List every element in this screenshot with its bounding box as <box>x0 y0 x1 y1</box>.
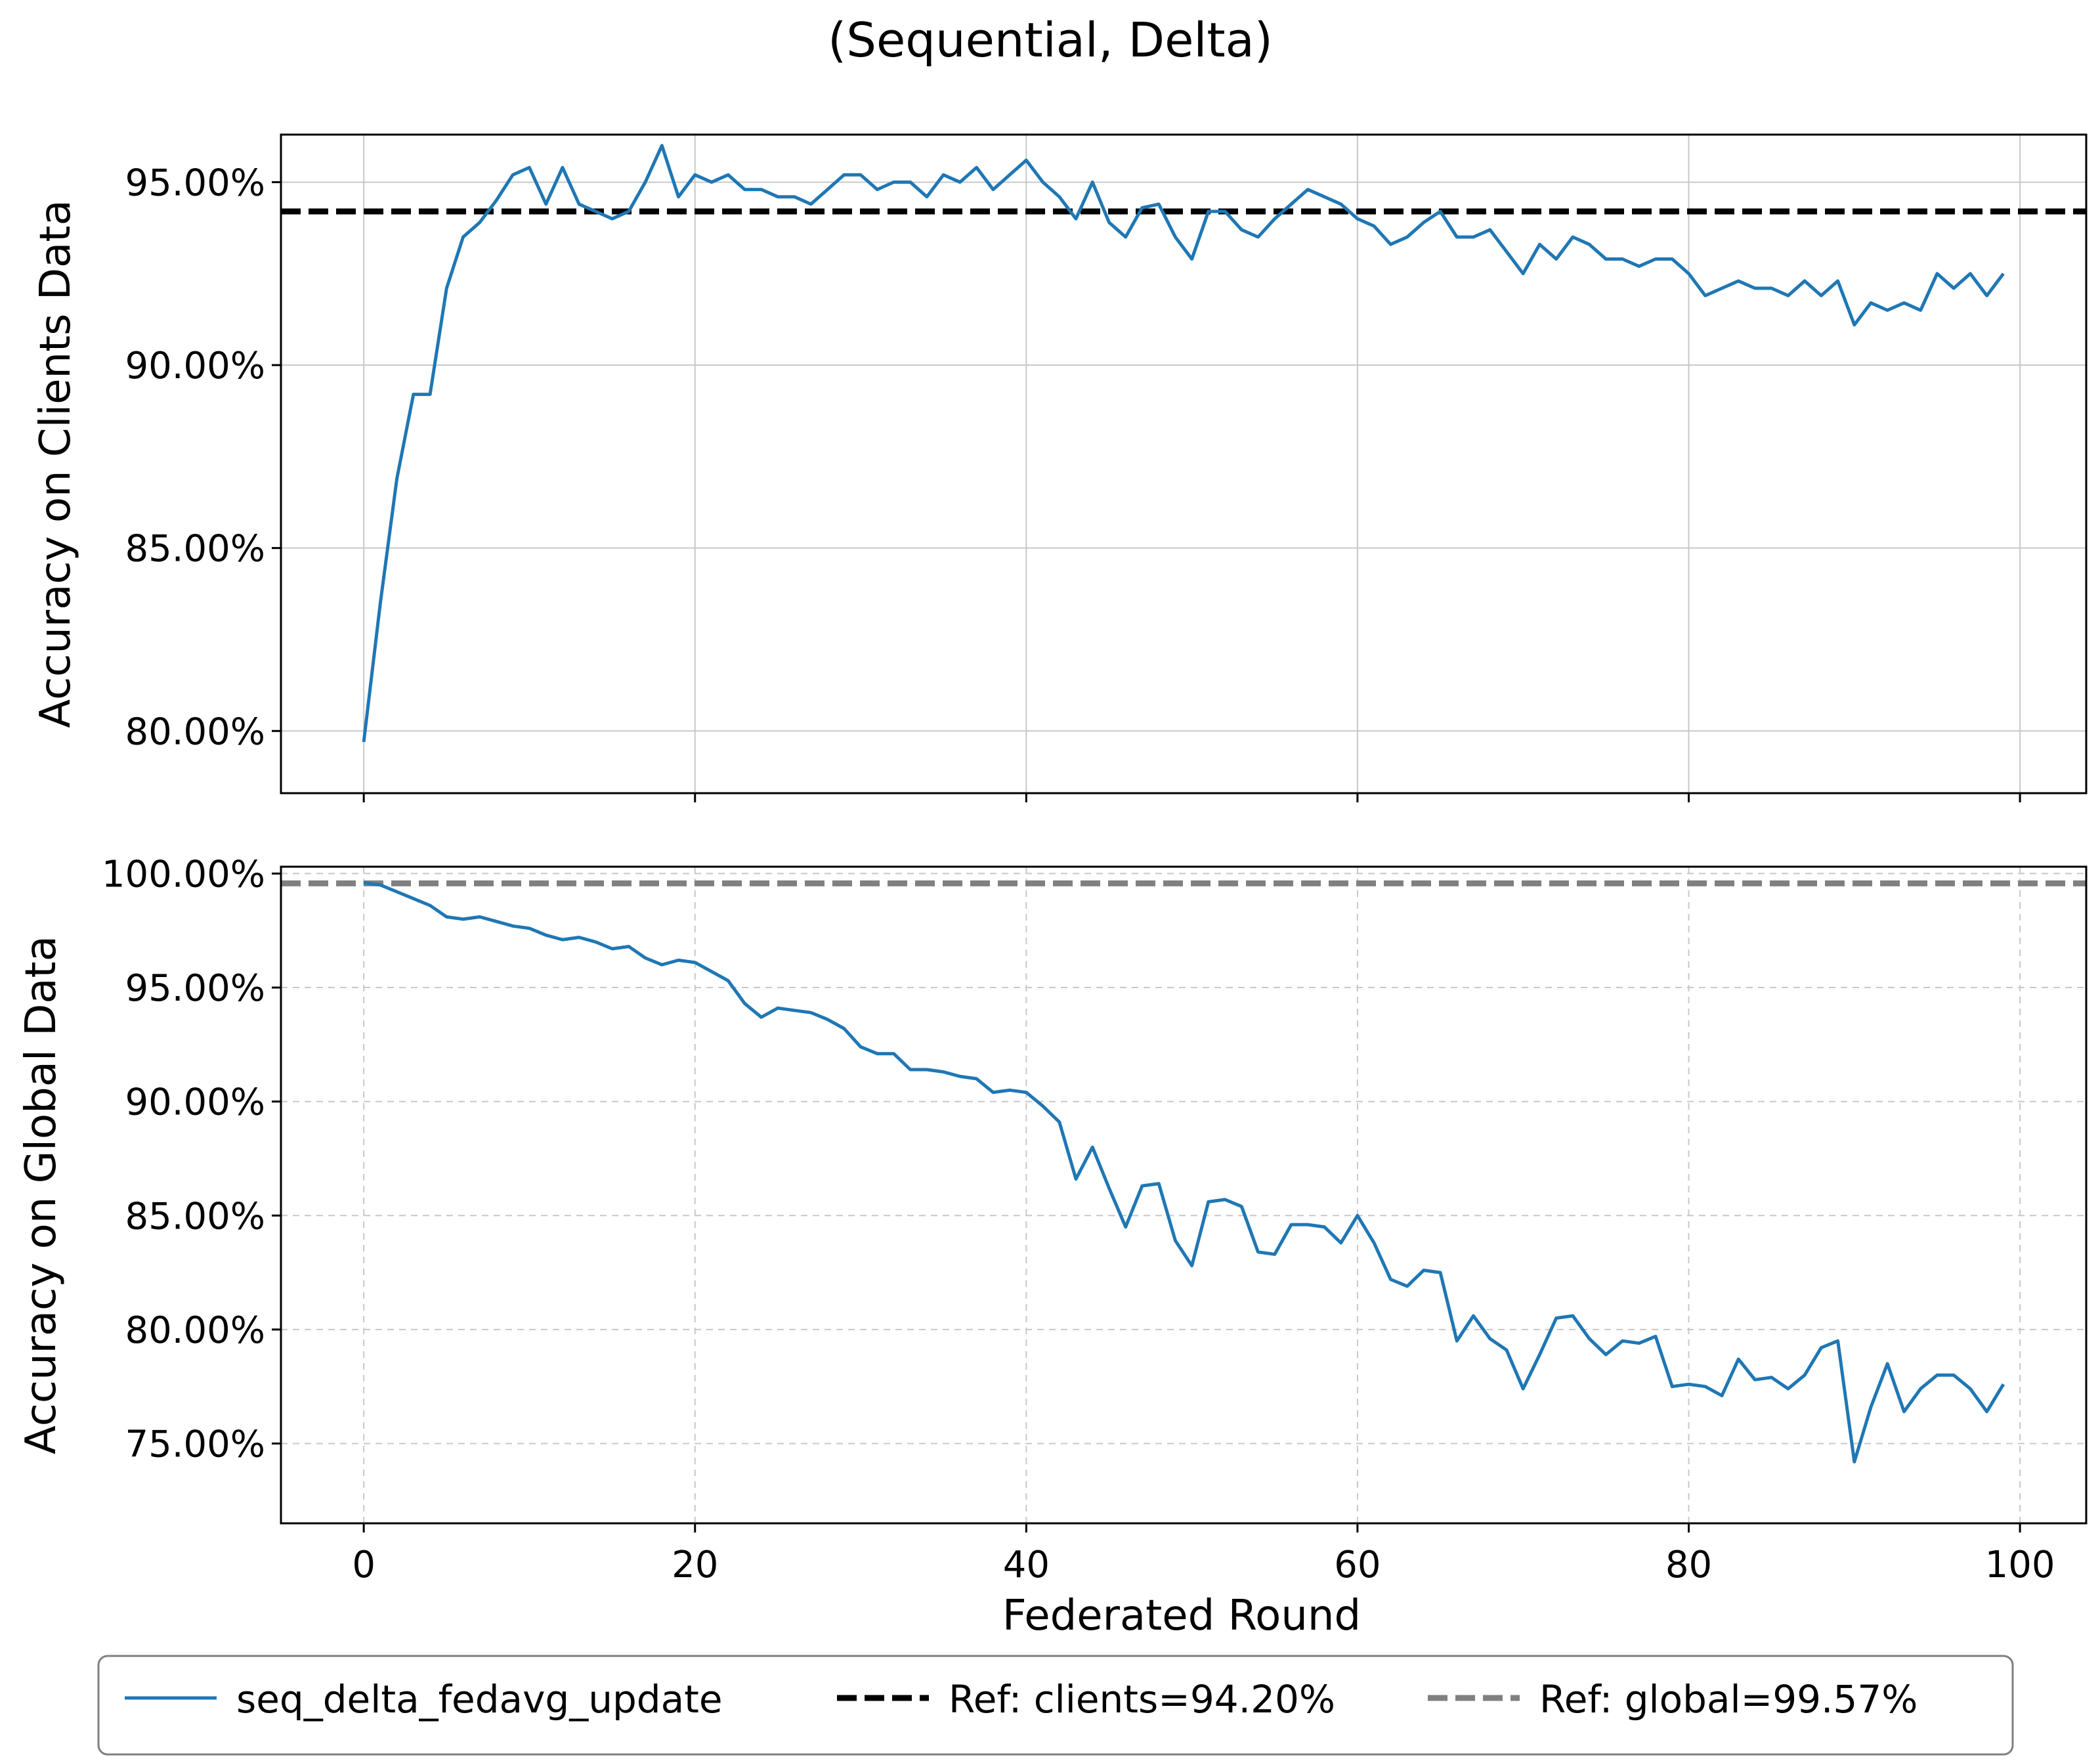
y-tick-label: 75.00% <box>125 1423 265 1466</box>
legend-label-ref-global: Ref: global=99.57% <box>1539 1677 1918 1722</box>
y-tick-label: 95.00% <box>125 967 265 1010</box>
legend-label-ref-clients: Ref: clients=94.20% <box>949 1677 1335 1722</box>
legend: seq_delta_fedavg_update Ref: clients=94.… <box>97 1655 2014 1756</box>
top-x-ticks <box>362 793 2021 802</box>
x-axis-label: Federated Round <box>1002 1592 1361 1640</box>
x-tick-label: 60 <box>1334 1544 1381 1586</box>
bottom-y-axis-label: Accuracy on Global Data <box>17 936 66 1454</box>
top-panel: 80.00% 85.00% 90.00% 95.00% Accuracy on Cli… <box>32 133 2088 802</box>
y-tick-label: 85.00% <box>125 1195 265 1238</box>
bottom-panel: 75.00% 80.00% 85.00% 90.00% 95.00% 100.00% 0 2… <box>17 853 2088 1586</box>
bottom-y-ticks: 75.00% 80.00% 85.00% 90.00% 95.00% 100.00% <box>102 853 281 1466</box>
top-y-ticks: 80.00% 85.00% 90.00% 95.00% <box>125 162 281 753</box>
figure-title: (Sequential, Delta) <box>828 12 1273 68</box>
bottom-axes-frame <box>280 865 2088 1525</box>
y-tick-label: 80.00% <box>125 1309 265 1352</box>
x-tick-label: 0 <box>352 1544 375 1586</box>
x-tick-label: 20 <box>672 1544 718 1586</box>
x-tick-label: 100 <box>1985 1544 2055 1586</box>
top-axes-frame <box>280 133 2088 794</box>
top-y-axis-label: Accuracy on Clients Data <box>32 200 80 728</box>
legend-label-series: seq_delta_fedavg_update <box>236 1677 723 1722</box>
bottom-accuracy-line <box>363 880 2005 1464</box>
x-tick-label: 40 <box>1003 1544 1050 1586</box>
y-tick-label: 85.00% <box>125 528 265 571</box>
y-tick-label: 90.00% <box>125 1081 265 1124</box>
y-tick-label: 80.00% <box>125 710 265 753</box>
y-tick-label: 100.00% <box>102 853 265 896</box>
y-tick-label: 95.00% <box>125 162 265 204</box>
top-accuracy-line <box>362 144 2005 743</box>
legend-frame <box>97 1655 2014 1756</box>
y-tick-label: 90.00% <box>125 345 265 387</box>
bottom-gridlines <box>281 867 2086 1523</box>
top-gridlines <box>281 135 2086 793</box>
x-tick-label: 80 <box>1665 1544 1712 1586</box>
bottom-x-ticks: 0 20 40 60 80 100 <box>352 1523 2055 1586</box>
